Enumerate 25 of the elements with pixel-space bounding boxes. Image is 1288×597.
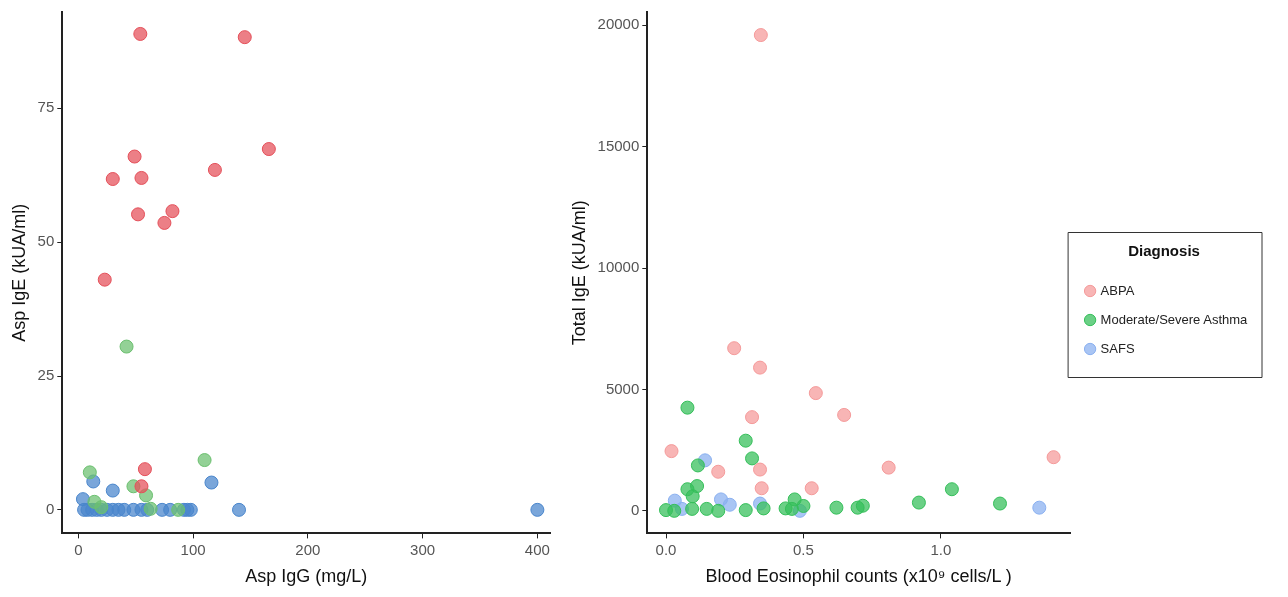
y-tick-label: 15000 [597,136,640,154]
x-tick-label: 100 [180,540,206,558]
x-tick-label: 400 [524,540,550,558]
legend-label: Moderate/Severe Asthma [1100,311,1249,327]
x-tick-label: 0 [74,540,83,558]
y-tick-label: 75 [37,98,55,116]
x-axis-title: Blood Eosinophil counts (x10⁹ cells/L ) [705,566,1012,587]
y-tick-label: 10000 [597,258,640,276]
x-tick-label: 1.0 [930,540,952,558]
legend-title: Diagnosis [1128,242,1200,260]
y-tick-label: 5000 [605,379,640,397]
x-tick-label: 0.5 [793,540,814,558]
x-tick-label: 200 [295,540,321,558]
y-axis-title: Total IgE (kUA/ml) [568,200,589,346]
y-tick-label: 0 [45,499,55,517]
legend-label: ABPA [1100,282,1135,298]
y-tick-label: 20000 [597,15,640,33]
x-tick-label: 0.0 [655,540,677,558]
legend-label: SAFS [1100,340,1135,356]
x-tick-label: 300 [410,540,436,558]
y-tick-label: 25 [37,366,55,384]
y-tick-label: 50 [37,232,55,250]
y-axis-title: Asp IgE (kUA/ml) [8,203,29,342]
x-axis-title: Asp IgG (mg/L) [245,566,368,587]
y-tick-label: 0 [630,500,640,518]
